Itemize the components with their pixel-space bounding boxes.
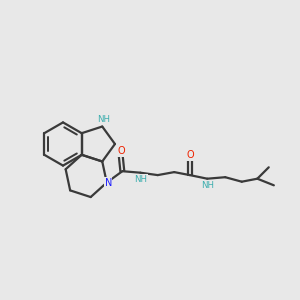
Text: O: O xyxy=(117,146,125,156)
Text: NH: NH xyxy=(97,116,110,124)
Text: O: O xyxy=(186,150,194,160)
Text: NH: NH xyxy=(134,175,147,184)
Text: N: N xyxy=(105,178,112,188)
Text: NH: NH xyxy=(201,181,214,190)
